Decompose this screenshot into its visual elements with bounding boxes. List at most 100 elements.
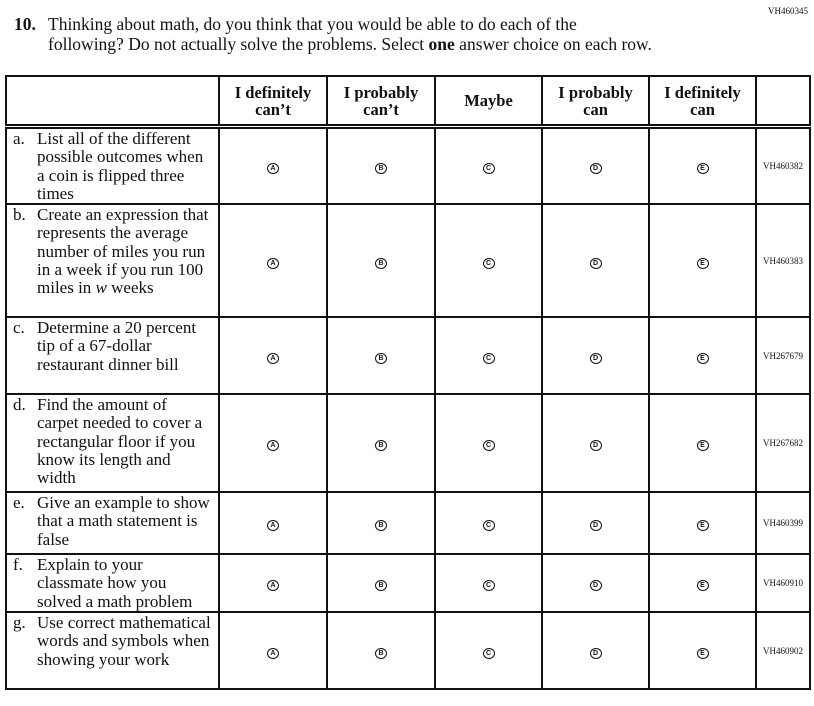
answer-cell[interactable]: C xyxy=(434,491,543,556)
answer-bubble-e[interactable]: E xyxy=(696,647,709,659)
column-header: I probably can xyxy=(541,75,650,129)
table-row: d. Find the amount of carpet needed to co… xyxy=(5,393,811,494)
answer-bubble-a[interactable]: A xyxy=(267,352,279,364)
answer-cell[interactable]: A xyxy=(218,553,328,614)
answer-bubble-d[interactable]: D xyxy=(589,163,602,175)
answer-bubble-e[interactable]: E xyxy=(696,352,709,364)
answer-cell[interactable]: C xyxy=(434,611,543,691)
answer-cell[interactable]: E xyxy=(648,316,757,396)
answer-bubble-c[interactable]: C xyxy=(482,440,495,452)
answer-cell[interactable]: B xyxy=(326,491,436,556)
answer-bubble-d[interactable]: D xyxy=(589,647,602,659)
item-code: VH460910 xyxy=(755,553,811,614)
answer-cell[interactable]: B xyxy=(326,553,436,614)
column-header: Maybe xyxy=(434,75,543,129)
header-blank xyxy=(5,75,220,129)
answer-cell[interactable]: A xyxy=(218,491,328,556)
answer-bubble-d[interactable]: D xyxy=(589,440,602,452)
answer-bubble-a[interactable]: A xyxy=(267,647,279,659)
answer-cell[interactable]: E xyxy=(648,203,757,319)
answer-bubble-a[interactable]: A xyxy=(267,257,279,269)
answer-bubble-b[interactable]: B xyxy=(375,520,387,532)
item-code: VH267682 xyxy=(755,393,811,494)
answer-bubble-b[interactable]: B xyxy=(375,440,387,452)
answer-bubble-b[interactable]: B xyxy=(375,163,387,175)
answer-bubble-c[interactable]: C xyxy=(482,163,495,175)
table-row: b. Create an expression that represents t… xyxy=(5,203,811,319)
answer-cell[interactable]: D xyxy=(541,203,650,319)
answer-cell[interactable]: B xyxy=(326,611,436,691)
answer-cell[interactable]: E xyxy=(648,491,757,556)
answer-cell[interactable]: A xyxy=(218,125,328,206)
table-row: c. Determine a 20 percent tip of a 67-dol… xyxy=(5,316,811,396)
answer-bubble-d[interactable]: D xyxy=(589,352,602,364)
answer-cell[interactable]: A xyxy=(218,393,328,494)
answer-cell[interactable]: E xyxy=(648,125,757,206)
column-header: I probably can’t xyxy=(326,75,436,129)
answer-bubble-c[interactable]: C xyxy=(482,647,495,659)
answer-bubble-e[interactable]: E xyxy=(696,257,709,269)
answer-bubble-d[interactable]: D xyxy=(589,580,602,592)
table-row: a. List all of the different possible out… xyxy=(5,125,811,206)
answer-cell[interactable]: D xyxy=(541,553,650,614)
item-code: VH460902 xyxy=(755,611,811,691)
row-label: g. Use correct mathematical words and sym… xyxy=(5,611,220,691)
answer-cell[interactable]: C xyxy=(434,125,543,206)
answer-cell[interactable]: A xyxy=(218,316,328,396)
question-number: 10. xyxy=(14,14,36,34)
row-label: d. Find the amount of carpet needed to co… xyxy=(5,393,220,494)
answer-cell[interactable]: C xyxy=(434,203,543,319)
answer-bubble-b[interactable]: B xyxy=(375,647,387,659)
answer-bubble-a[interactable]: A xyxy=(267,163,279,175)
header-code-blank xyxy=(755,75,811,129)
answer-cell[interactable]: D xyxy=(541,125,650,206)
table-row: f. Explain to your classmate how you solv… xyxy=(5,553,811,614)
answer-cell[interactable]: B xyxy=(326,203,436,319)
item-code: VH460399 xyxy=(755,491,811,556)
answer-cell[interactable]: B xyxy=(326,393,436,494)
answer-bubble-b[interactable]: B xyxy=(375,580,387,592)
answer-cell[interactable]: B xyxy=(326,316,436,396)
item-code: VH460382 xyxy=(755,125,811,206)
answer-bubble-b[interactable]: B xyxy=(375,257,387,269)
answer-cell[interactable]: D xyxy=(541,611,650,691)
answer-bubble-c[interactable]: C xyxy=(482,580,495,592)
answer-bubble-e[interactable]: E xyxy=(696,440,709,452)
answer-bubble-a[interactable]: A xyxy=(267,580,279,592)
answer-cell[interactable]: C xyxy=(434,553,543,614)
response-grid: I definitely can’t I probably can’t Maybe I p… xyxy=(5,75,811,691)
answer-bubble-e[interactable]: E xyxy=(696,520,709,532)
answer-cell[interactable]: D xyxy=(541,393,650,494)
row-label: a. List all of the different possible out… xyxy=(5,125,220,206)
answer-bubble-c[interactable]: C xyxy=(482,352,495,364)
answer-cell[interactable]: B xyxy=(326,125,436,206)
column-header: I definitely can xyxy=(648,75,757,129)
answer-cell[interactable]: A xyxy=(218,203,328,319)
answer-bubble-c[interactable]: C xyxy=(482,257,495,269)
answer-bubble-d[interactable]: D xyxy=(589,257,602,269)
question-prompt: 10. Thinking about math, do you think tha… xyxy=(14,14,652,54)
answer-bubble-e[interactable]: E xyxy=(696,580,709,592)
column-header: I definitely can’t xyxy=(218,75,328,129)
answer-cell[interactable]: E xyxy=(648,553,757,614)
row-label: f. Explain to your classmate how you solv… xyxy=(5,553,220,614)
table-row: e. Give an example to show that a math st… xyxy=(5,491,811,556)
answer-bubble-a[interactable]: A xyxy=(267,520,279,532)
answer-cell[interactable]: E xyxy=(648,393,757,494)
answer-bubble-b[interactable]: B xyxy=(375,352,387,364)
answer-bubble-e[interactable]: E xyxy=(696,163,709,175)
table-row: g. Use correct mathematical words and sym… xyxy=(5,611,811,691)
answer-cell[interactable]: D xyxy=(541,491,650,556)
answer-cell[interactable]: C xyxy=(434,316,543,396)
item-code: VH460383 xyxy=(755,203,811,319)
row-label: e. Give an example to show that a math st… xyxy=(5,491,220,556)
answer-cell[interactable]: E xyxy=(648,611,757,691)
row-label: c. Determine a 20 percent tip of a 67-dol… xyxy=(5,316,220,396)
answer-cell[interactable]: C xyxy=(434,393,543,494)
answer-bubble-a[interactable]: A xyxy=(267,440,279,452)
answer-cell[interactable]: A xyxy=(218,611,328,691)
answer-bubble-c[interactable]: C xyxy=(482,520,495,532)
answer-cell[interactable]: D xyxy=(541,316,650,396)
answer-bubble-d[interactable]: D xyxy=(589,520,602,532)
form-code: VH460345 xyxy=(768,6,808,16)
